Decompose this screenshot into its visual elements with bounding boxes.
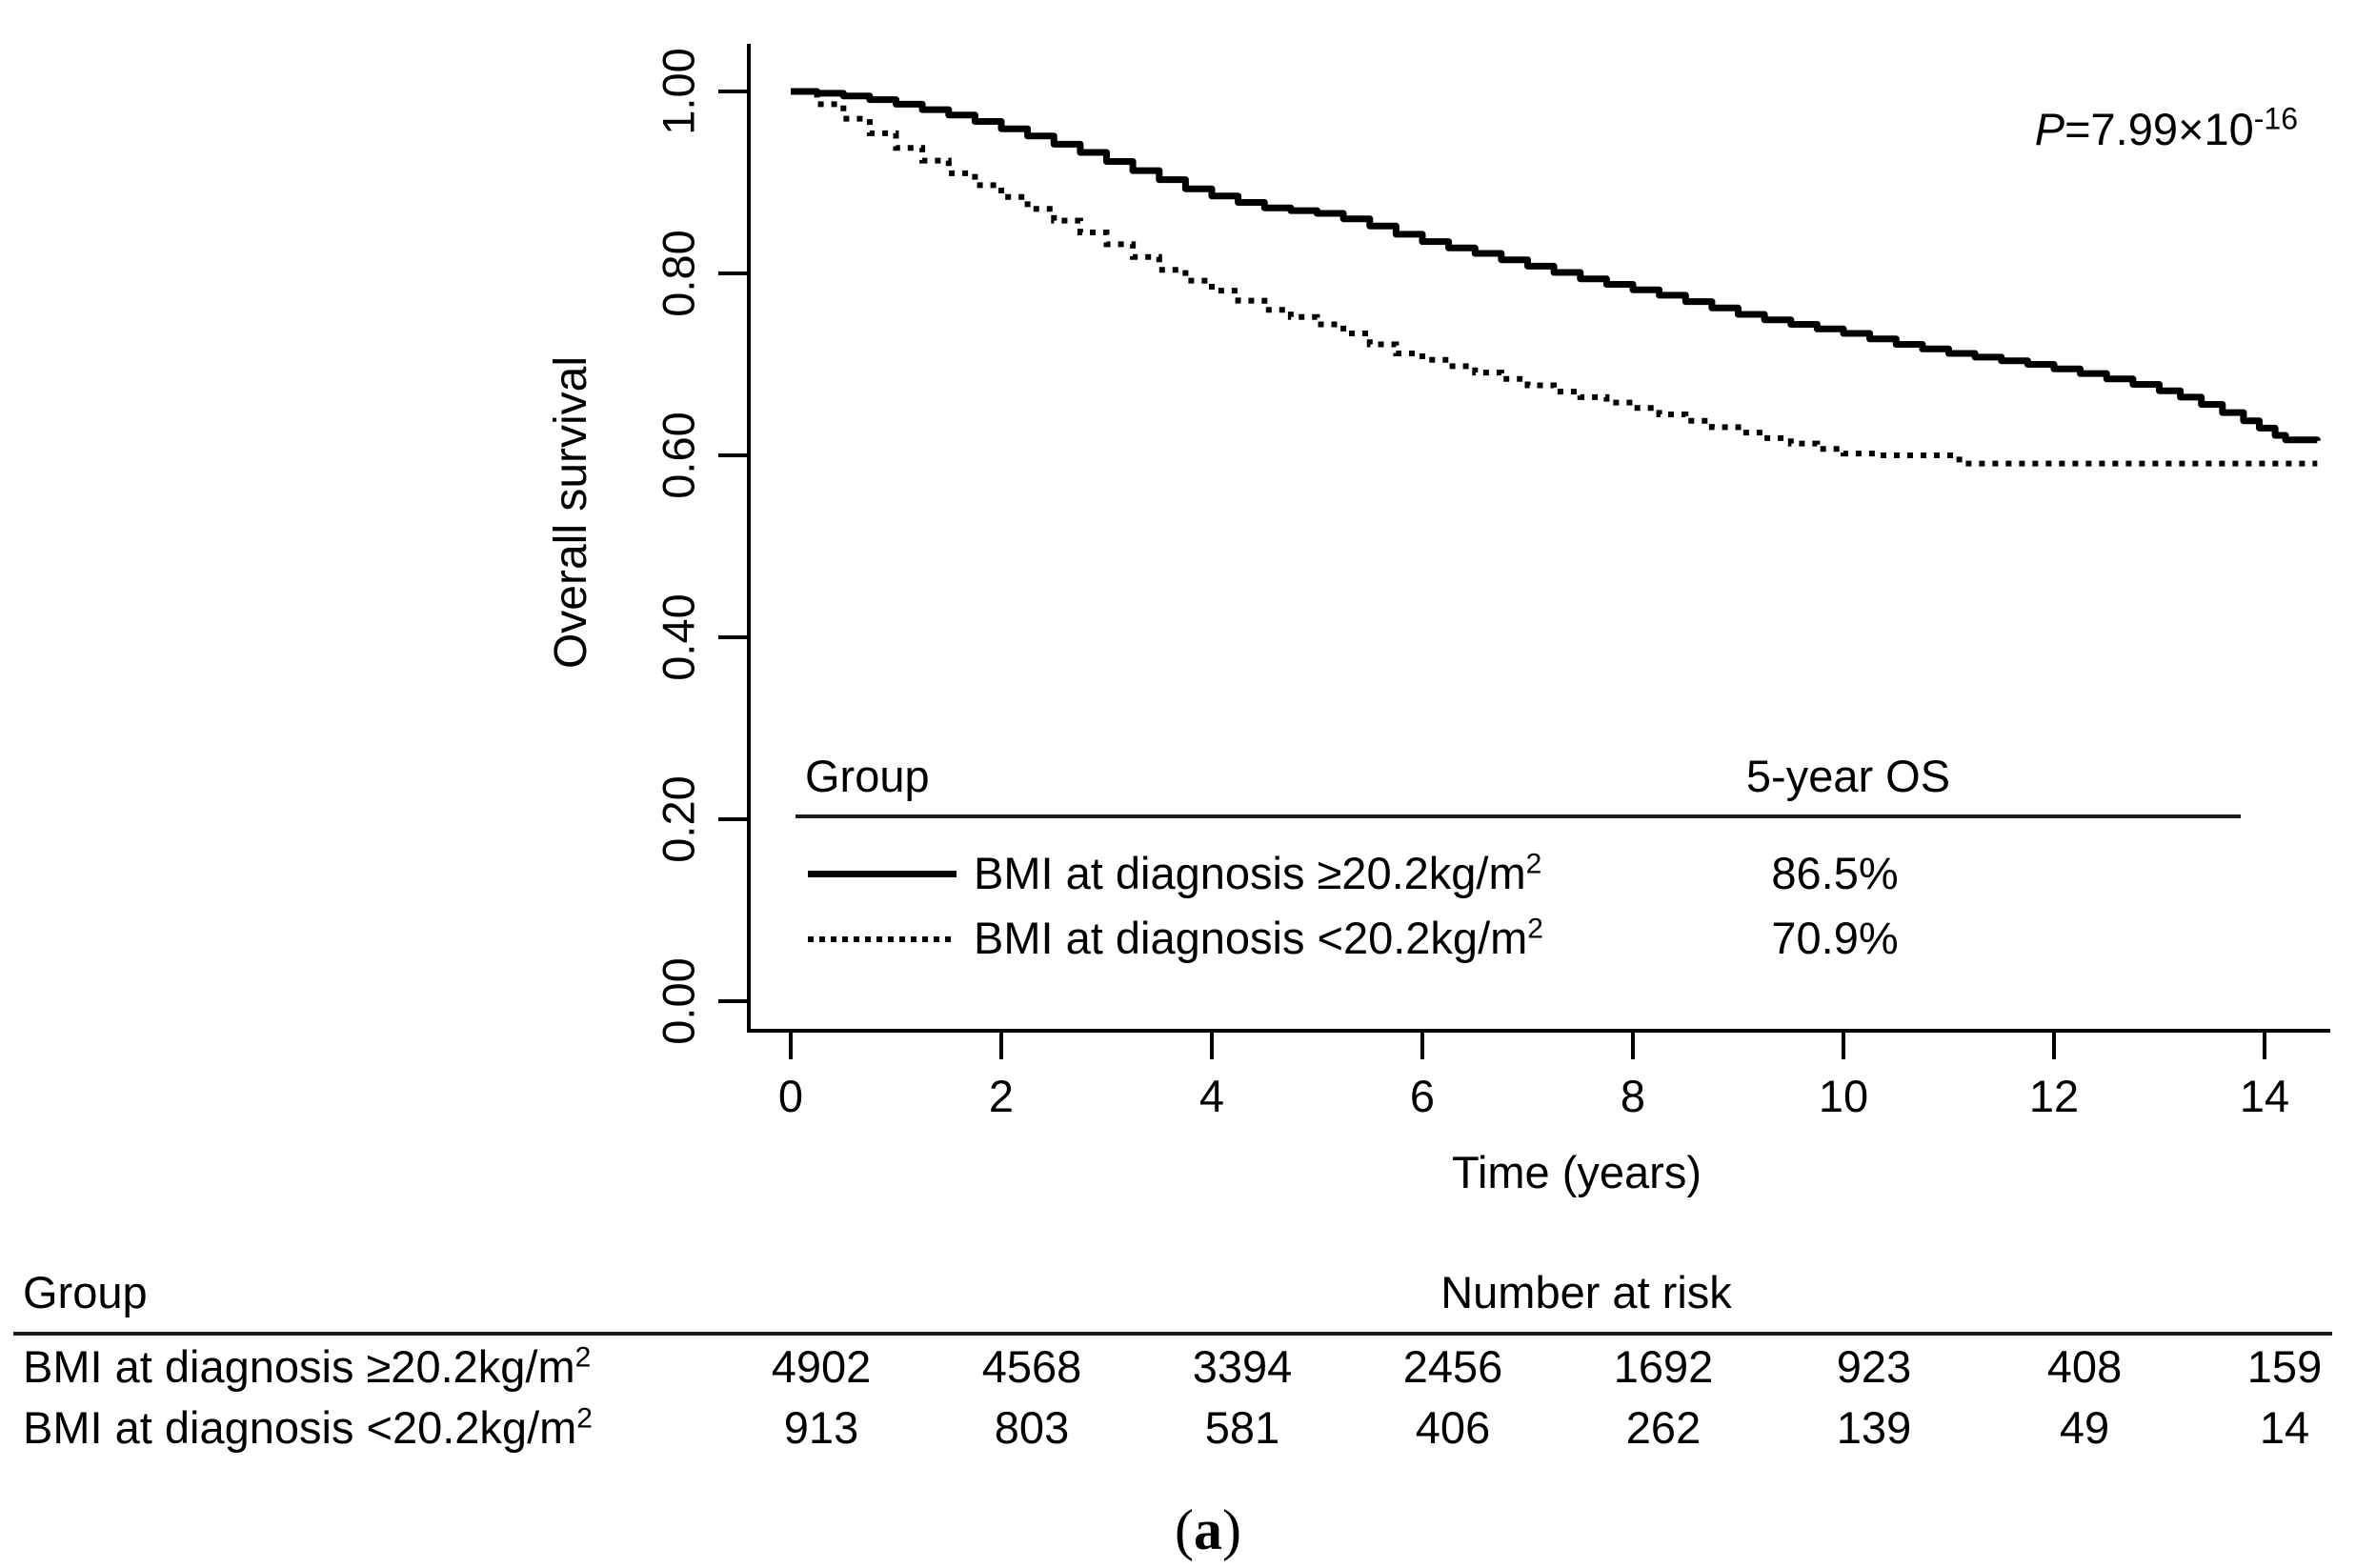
survival-curve-dotted <box>791 89 2318 467</box>
dotted-line-swatch <box>808 936 956 942</box>
x-tick-label: 8 <box>1620 1071 1646 1121</box>
p-value-body: =7.99×10 <box>2064 104 2254 154</box>
y-tick-label: 0.80 <box>653 230 704 317</box>
y-tick-label: 0.60 <box>653 412 704 499</box>
risk-row-label: BMI at diagnosis ≥20.2kg/m2 <box>23 1341 592 1392</box>
solid-line-swatch <box>808 871 956 877</box>
risk-count: 581 <box>1204 1402 1280 1453</box>
risk-count: 2456 <box>1402 1341 1503 1392</box>
risk-count: 4902 <box>771 1341 872 1392</box>
survival-curve-solid <box>791 88 2321 444</box>
x-tick-label: 6 <box>1409 1071 1436 1121</box>
risk-count: 139 <box>1836 1402 1912 1453</box>
y-axis-title: Overall survival <box>546 355 596 670</box>
p-value-annotation: P=7.99×10-16 <box>2035 103 2298 155</box>
legend-os-header: 5-year OS <box>1745 751 1951 801</box>
y-tick-label: 1.00 <box>653 48 704 135</box>
x-tick-label: 0 <box>777 1071 804 1121</box>
risk-table-group-header: Group <box>23 1267 148 1317</box>
risk-count: 923 <box>1836 1341 1912 1392</box>
risk-count: 159 <box>2246 1341 2323 1392</box>
x-axis-title: Time (years) <box>1452 1147 1702 1197</box>
y-tick-label: 0.40 <box>653 593 704 681</box>
risk-count: 49 <box>2059 1402 2110 1453</box>
x-tick-label: 14 <box>2239 1071 2290 1121</box>
panel-label: (a) <box>1175 1498 1241 1561</box>
risk-row-label: BMI at diagnosis <20.2kg/m2 <box>23 1402 593 1453</box>
risk-count: 408 <box>2046 1341 2123 1392</box>
x-tick-label: 4 <box>1198 1071 1225 1121</box>
p-value-symbol: P <box>2034 104 2065 154</box>
risk-count: 406 <box>1415 1402 1491 1453</box>
legend-os-value: 70.9% <box>1771 913 1899 963</box>
risk-count: 4568 <box>981 1341 1082 1392</box>
y-tick-label: 0.00 <box>653 957 704 1045</box>
legend-group-header: Group <box>805 751 930 801</box>
legend-label: BMI at diagnosis ≥20.2kg/m2 <box>974 848 1542 898</box>
y-tick-label: 0.20 <box>653 775 704 863</box>
x-tick-label: 10 <box>1818 1071 1869 1121</box>
risk-table-divider <box>13 1332 2332 1336</box>
x-tick-label: 2 <box>988 1071 1015 1121</box>
risk-count: 262 <box>1625 1402 1702 1453</box>
legend-os-value: 86.5% <box>1771 848 1899 898</box>
legend-divider <box>795 814 2241 818</box>
risk-table-title: Number at risk <box>1440 1267 1732 1317</box>
risk-count: 14 <box>2259 1402 2310 1453</box>
legend-label: BMI at diagnosis <20.2kg/m2 <box>974 913 1543 963</box>
p-value-exponent: -16 <box>2253 101 2298 136</box>
risk-count: 3394 <box>1192 1341 1293 1392</box>
risk-count: 913 <box>783 1402 859 1453</box>
risk-count: 803 <box>994 1402 1070 1453</box>
x-tick-label: 12 <box>2028 1071 2080 1121</box>
risk-count: 1692 <box>1613 1341 1714 1392</box>
